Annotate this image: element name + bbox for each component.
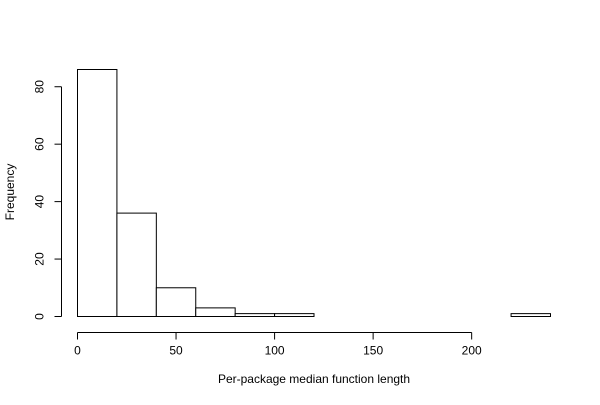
histogram-bar [274,313,315,317]
x-axis-title: Per-package median function length [218,372,410,386]
histogram-bar [116,212,157,317]
y-tick-label: 20 [33,252,47,266]
histogram-bar [510,313,552,317]
histogram-bar [77,69,118,317]
x-tick-label: 150 [363,344,383,358]
x-tick-label: 0 [74,344,81,358]
y-tick-label: 60 [33,137,47,151]
y-tick-label: 40 [33,195,47,209]
axis-layer: 0 50 100 150 200 0 20 40 60 80 [33,80,482,358]
histogram-bar [195,307,236,318]
y-tick-label: 80 [33,80,47,94]
y-tick-label: 0 [33,313,47,320]
histogram-bar [155,287,197,318]
x-tick-label: 200 [462,344,482,358]
x-tick-label: 100 [265,344,285,358]
x-tick-label: 50 [169,344,183,358]
bars-layer [77,69,552,318]
histogram-bar [234,313,276,317]
y-axis-title: Frequency [3,164,17,221]
